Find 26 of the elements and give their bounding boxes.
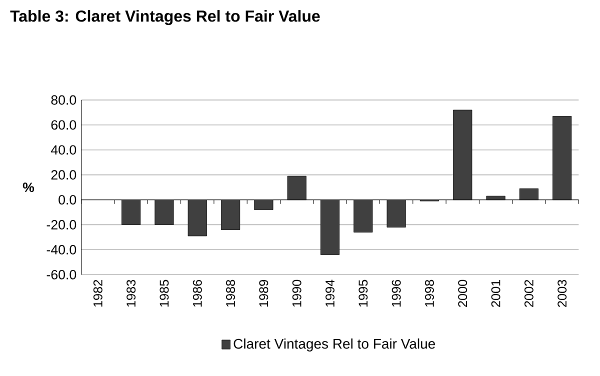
x-tick-label: 1982 bbox=[93, 280, 102, 307]
x-tick-label: 1983 bbox=[126, 280, 136, 307]
y-tick-label: 20.0 bbox=[51, 170, 76, 180]
x-tick-label: 2003 bbox=[558, 280, 567, 307]
x-tick-label: 1988 bbox=[226, 280, 236, 307]
legend-label: Claret Vintages Rel to Fair Value bbox=[234, 338, 435, 352]
x-tick-label: 1986 bbox=[192, 280, 202, 307]
y-tick-label: -20.0 bbox=[46, 220, 76, 230]
y-tick-label: 60.0 bbox=[51, 120, 76, 130]
y-tick-label: -60.0 bbox=[46, 270, 76, 280]
y-axis-title: % bbox=[22, 182, 34, 192]
x-tick-label: 2002 bbox=[524, 280, 534, 307]
x-tick-label: 1998 bbox=[424, 280, 434, 307]
x-tick-label: 2000 bbox=[458, 280, 468, 307]
chart-title: Table 3: Claret Vintages Rel to Fair Value bbox=[10, 10, 320, 26]
y-tick-label: -40.0 bbox=[46, 245, 76, 254]
x-tick-label: 1990 bbox=[292, 280, 302, 307]
x-tick-label: 1989 bbox=[259, 280, 268, 307]
x-tick-label: 1996 bbox=[392, 280, 401, 307]
x-tick-label: 1994 bbox=[326, 280, 334, 307]
x-tick-label: 1995 bbox=[358, 280, 368, 307]
x-tick-label: 2001 bbox=[491, 280, 500, 307]
x-tick-label: 1985 bbox=[160, 280, 169, 307]
y-tick-label: 0.0 bbox=[58, 195, 76, 205]
y-tick-label: 40.0 bbox=[50, 145, 76, 155]
y-tick-label: 80.0 bbox=[51, 95, 76, 105]
